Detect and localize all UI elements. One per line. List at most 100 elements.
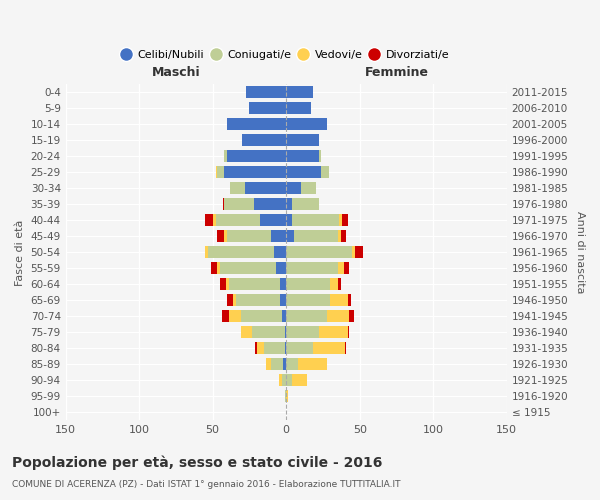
Bar xyxy=(292,374,307,386)
Bar xyxy=(348,326,349,338)
Text: Maschi: Maschi xyxy=(152,66,200,79)
Bar xyxy=(286,198,292,210)
Y-axis label: Anni di nascita: Anni di nascita xyxy=(575,211,585,294)
Text: COMUNE DI ACERENZA (PZ) - Dati ISTAT 1° gennaio 2016 - Elaborazione TUTTITALIA.I: COMUNE DI ACERENZA (PZ) - Dati ISTAT 1° … xyxy=(12,480,401,489)
Bar xyxy=(292,198,319,210)
Bar xyxy=(298,358,328,370)
Bar xyxy=(227,230,271,242)
Bar xyxy=(280,294,286,306)
Bar xyxy=(355,246,362,258)
Bar xyxy=(282,310,286,322)
Bar xyxy=(285,326,286,338)
Bar xyxy=(286,358,298,370)
Bar xyxy=(271,358,283,370)
Bar xyxy=(280,278,286,290)
Bar xyxy=(260,214,286,226)
Legend: Celibi/Nubili, Coniugati/e, Vedovi/e, Divorziati/e: Celibi/Nubili, Coniugati/e, Vedovi/e, Di… xyxy=(119,46,453,63)
Bar xyxy=(282,374,286,386)
Bar xyxy=(285,390,286,402)
Bar xyxy=(247,86,286,99)
Bar xyxy=(286,262,338,274)
Bar xyxy=(224,198,254,210)
Bar xyxy=(256,342,257,354)
Bar xyxy=(227,294,233,306)
Bar xyxy=(215,214,260,226)
Bar xyxy=(344,262,349,274)
Bar xyxy=(286,118,328,130)
Bar xyxy=(221,310,229,322)
Bar xyxy=(212,214,215,226)
Bar xyxy=(338,278,341,290)
Bar xyxy=(341,230,346,242)
Bar xyxy=(286,166,322,178)
Bar xyxy=(220,262,276,274)
Bar xyxy=(338,262,344,274)
Bar xyxy=(241,326,253,338)
Bar xyxy=(331,294,348,306)
Bar xyxy=(286,390,287,402)
Bar xyxy=(274,246,286,258)
Bar xyxy=(286,150,319,162)
Bar xyxy=(286,278,331,290)
Bar xyxy=(205,246,208,258)
Bar xyxy=(205,214,212,226)
Bar xyxy=(208,246,274,258)
Bar xyxy=(236,294,280,306)
Bar xyxy=(217,262,220,274)
Bar xyxy=(227,150,286,162)
Bar xyxy=(286,310,328,322)
Bar xyxy=(226,278,229,290)
Bar xyxy=(220,278,226,290)
Bar xyxy=(352,246,355,258)
Bar xyxy=(286,230,293,242)
Bar xyxy=(319,150,322,162)
Bar xyxy=(229,310,241,322)
Bar xyxy=(283,358,286,370)
Bar xyxy=(264,342,285,354)
Bar xyxy=(293,230,338,242)
Bar xyxy=(286,102,311,115)
Bar xyxy=(245,182,286,194)
Bar xyxy=(285,342,286,354)
Bar xyxy=(286,326,319,338)
Bar xyxy=(345,342,346,354)
Bar xyxy=(224,166,286,178)
Bar xyxy=(338,230,341,242)
Bar xyxy=(292,214,339,226)
Bar xyxy=(286,246,352,258)
Text: Popolazione per età, sesso e stato civile - 2016: Popolazione per età, sesso e stato civil… xyxy=(12,455,382,469)
Bar xyxy=(328,310,349,322)
Bar xyxy=(276,262,286,274)
Bar xyxy=(339,214,342,226)
Bar xyxy=(233,294,236,306)
Bar xyxy=(319,326,348,338)
Bar xyxy=(211,262,217,274)
Bar xyxy=(331,278,338,290)
Bar xyxy=(242,134,286,146)
Bar xyxy=(229,278,280,290)
Bar xyxy=(286,134,319,146)
Bar xyxy=(286,342,313,354)
Bar xyxy=(230,182,245,194)
Bar xyxy=(342,214,348,226)
Bar xyxy=(271,230,286,242)
Bar xyxy=(286,182,301,194)
Bar xyxy=(257,342,264,354)
Bar xyxy=(217,166,224,178)
Y-axis label: Fasce di età: Fasce di età xyxy=(15,219,25,286)
Bar xyxy=(215,166,217,178)
Bar xyxy=(349,310,354,322)
Bar xyxy=(227,118,286,130)
Bar xyxy=(253,326,285,338)
Bar xyxy=(286,294,331,306)
Bar xyxy=(266,358,271,370)
Bar xyxy=(250,102,286,115)
Bar xyxy=(279,374,282,386)
Bar xyxy=(301,182,316,194)
Bar xyxy=(348,294,351,306)
Bar xyxy=(217,230,224,242)
Bar xyxy=(322,166,329,178)
Text: Femmine: Femmine xyxy=(364,66,428,79)
Bar xyxy=(286,86,313,99)
Bar xyxy=(224,230,227,242)
